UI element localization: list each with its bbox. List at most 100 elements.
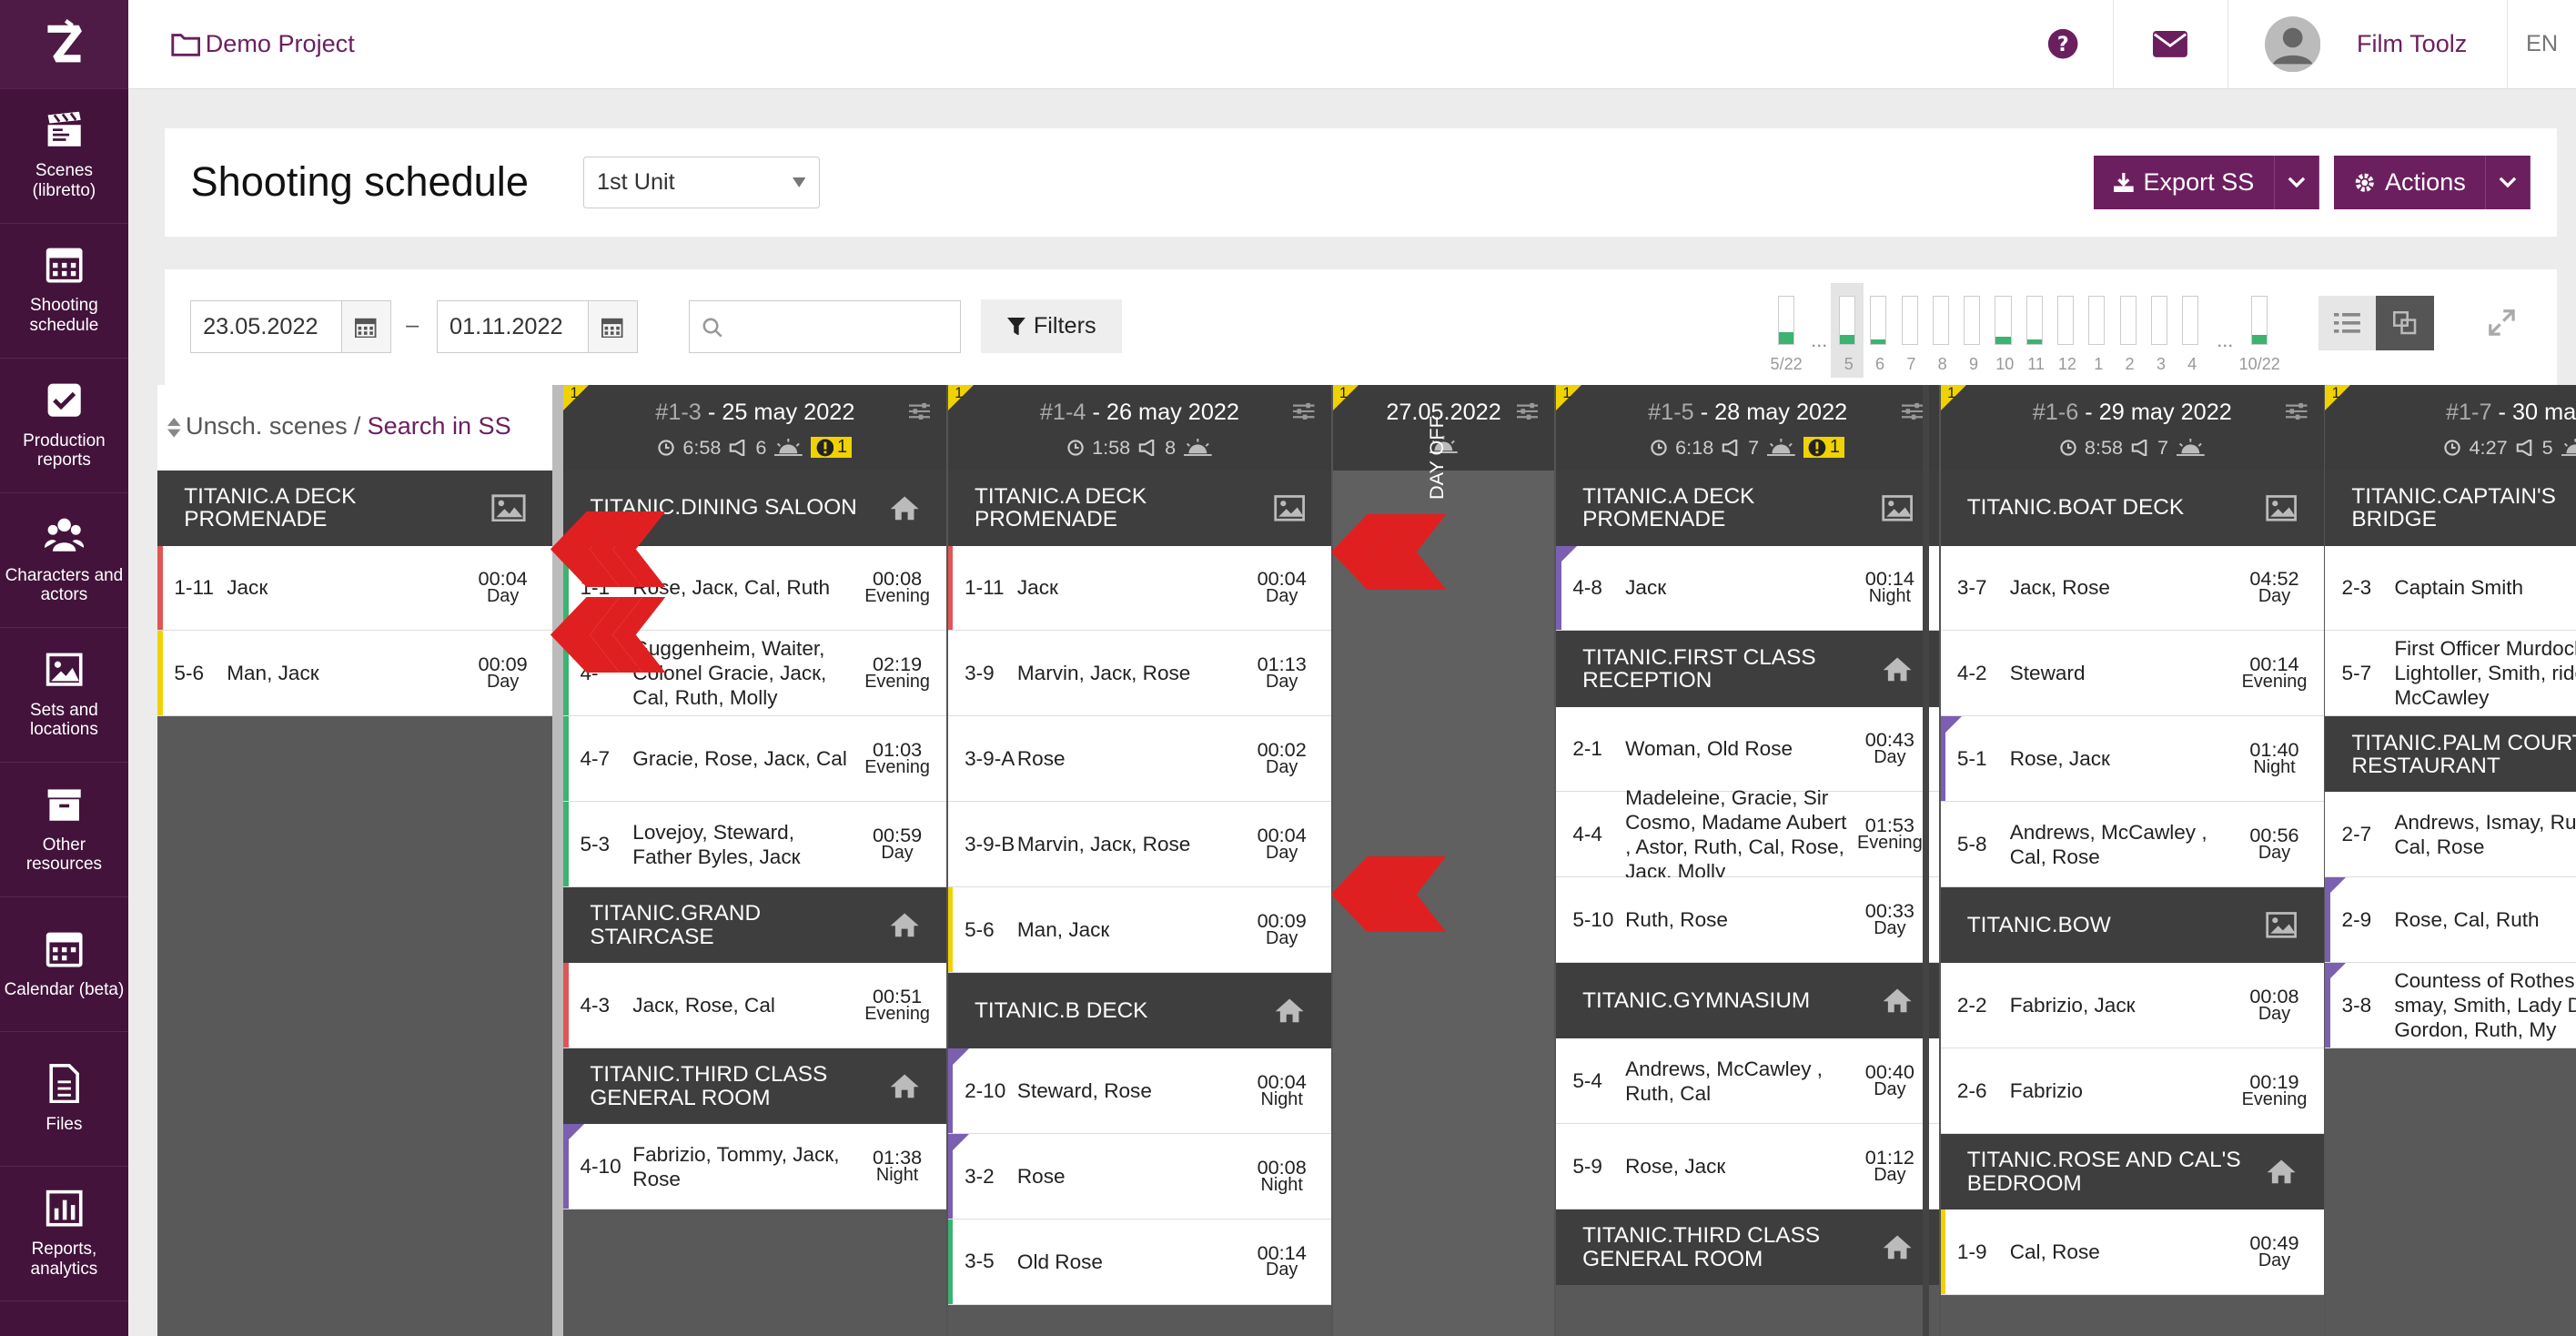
scene-card[interactable]: 5-7 First Officer Murdoch, Lightoller, Sm… (2325, 631, 2576, 717)
app-logo[interactable] (0, 0, 128, 89)
minimap-bar[interactable] (1964, 296, 1981, 346)
set-header[interactable]: TITANIC.BOAT DECK (1940, 470, 2324, 546)
scene-card[interactable]: 2-7 Andrews, Ismay, Ruth, Cal, Rose (2325, 792, 2576, 878)
sliders-icon[interactable] (908, 402, 931, 420)
scene-card[interactable]: 5-1 Rose, Jacк 01:40 Night (1940, 716, 2324, 803)
sliders-icon[interactable] (1293, 402, 1315, 420)
list-view-button[interactable] (2318, 296, 2377, 350)
scene-card[interactable]: 5-6 Man, Jacк 00:09 Day (948, 887, 1331, 974)
sliders-icon[interactable] (2286, 402, 2308, 420)
scene-card[interactable]: 2-2 Fabrizio, Jacк 00:08 Day (1940, 963, 2324, 1049)
actions-dropdown-button[interactable] (2486, 155, 2531, 210)
sidebar-item-bar-chart[interactable]: Reports, analytics (0, 1167, 128, 1302)
unit-select[interactable]: 1st Unit (582, 156, 820, 209)
export-dropdown-button[interactable] (2275, 155, 2319, 210)
user-menu[interactable]: Film Toolz (2227, 0, 2507, 89)
scene-card[interactable]: 2-1 Woman, Old Rose 00:43 Day (1556, 706, 1940, 793)
day-header[interactable]: 1 #1-6 - 29 may 2022 8:58 7 (1940, 384, 2324, 471)
warning-badge[interactable]: 1 (1803, 437, 1845, 459)
minimap-bar[interactable] (1901, 296, 1918, 346)
search-in-ss-link[interactable]: Search in SS (367, 411, 511, 440)
day-header[interactable]: 1 27.05.2022 (1332, 384, 1555, 471)
move-arrow-icon[interactable] (524, 596, 666, 673)
minimap-bar[interactable] (2088, 296, 2106, 346)
scene-card[interactable]: 5-4 Andrews, McCawley , Ruth, Cal 00:40 Day (1556, 1038, 1940, 1125)
scene-card[interactable]: 3-9 Marvin, Jacк, Rose 01:13 Day (948, 631, 1331, 717)
scene-card[interactable]: 1-11 Jacк 00:04 Day (948, 545, 1331, 632)
filters-button[interactable]: Filters (981, 299, 1123, 354)
warning-badge[interactable]: 1 (811, 437, 853, 459)
scene-card[interactable]: 4-7 Gracie, Rose, Jacк, Cal 01:03 Evening (563, 716, 947, 803)
set-header[interactable]: TITANIC.A DECK PROMENADE (157, 470, 552, 546)
scene-card[interactable]: 5-3 Lovejoy, Steward, Father Byles, Jacк 0… (563, 802, 947, 888)
minimap-bar[interactable] (1778, 296, 1795, 346)
scene-card[interactable]: 1-9 Cal, Rose 00:49 Day (1940, 1209, 2324, 1296)
minimap-bar[interactable] (2119, 296, 2137, 346)
project-link[interactable]: Demo Project (171, 29, 355, 58)
fullscreen-button[interactable] (2473, 296, 2531, 350)
scene-card[interactable]: 5-9 Rose, Jacк 01:12 Day (1556, 1124, 1940, 1210)
scene-card[interactable]: 5-8 Andrews, McCawley , Cal, Rose 00:56 Day (1940, 802, 2324, 888)
set-header[interactable]: TITANIC.FIRST CLASS RECEPTION (1556, 631, 1940, 707)
set-header[interactable]: TITANIC.GRAND STAIRCASE (563, 887, 947, 964)
scene-card[interactable]: 4-2 Steward 00:14 Evening (1940, 631, 2324, 717)
scene-card[interactable]: 2-6 Fabrizio 00:19 Evening (1940, 1048, 2324, 1135)
minimap-bar[interactable] (1870, 296, 1887, 346)
sidebar-item-calendar-grid[interactable]: Shooting schedule (0, 224, 128, 359)
scene-card[interactable]: 4- Guggenheim, Waiter, Colonel Gracie, Ja… (563, 631, 947, 717)
set-header[interactable]: TITANIC.THIRD CLASS GENERAL ROOM (563, 1048, 947, 1125)
scene-card[interactable]: 4-10 Fabrizio, Tommy, Jacк, Rose 01:38 Nigh… (563, 1124, 947, 1210)
scene-card[interactable]: 3-9-B Marvin, Jacк, Rose 00:04 Day (948, 802, 1331, 888)
move-arrow-icon[interactable] (1305, 514, 1447, 591)
unscheduled-title[interactable]: Unsch. scenes (186, 411, 348, 440)
set-header[interactable]: TITANIC.BOW (1940, 887, 2324, 964)
sidebar-item-image[interactable]: Sets and locations (0, 628, 128, 763)
set-header[interactable]: TITANIC.THIRD CLASS GENERAL ROOM (1556, 1209, 1940, 1286)
calendar-icon[interactable] (340, 301, 390, 353)
sidebar-item-calendar[interactable]: Calendar (beta) (0, 897, 128, 1033)
language-switch[interactable]: EN (2507, 0, 2576, 89)
set-header[interactable]: TITANIC.A DECK PROMENADE (948, 470, 1331, 546)
set-header[interactable]: TITANIC.B DECK (948, 973, 1331, 1049)
export-ss-button[interactable]: Export SS (2094, 155, 2276, 210)
sliders-icon[interactable] (1516, 402, 1539, 420)
minimap-bar[interactable] (1932, 296, 1949, 346)
day-header[interactable]: 1 #1-4 - 26 may 2022 1:58 8 (948, 384, 1331, 471)
minimap-bar[interactable] (2151, 296, 2168, 346)
minimap-bar[interactable] (1838, 296, 1855, 346)
minimap-bar[interactable] (2251, 296, 2268, 346)
board-view-button[interactable] (2376, 296, 2434, 350)
sort-icon[interactable] (167, 417, 181, 438)
scene-card[interactable]: 3-9-A Rose 00:02 Day (948, 716, 1331, 803)
day-header[interactable]: 1 #1-3 - 25 may 2022 6:58 6 1 (563, 384, 947, 471)
sliders-icon[interactable] (1901, 402, 1924, 420)
scene-card[interactable]: 4-8 Jacк 00:14 Night (1556, 545, 1940, 632)
minimap-bar[interactable] (2025, 296, 2043, 346)
day-header[interactable]: 1 #1-5 - 28 may 2022 6:18 7 1 (1556, 384, 1940, 471)
date-from-field[interactable]: 23.05.2022 (190, 300, 391, 354)
scene-card[interactable]: 3-2 Rose 00:08 Night (948, 1134, 1331, 1220)
minimap-bar[interactable] (2057, 296, 2075, 346)
move-arrow-icon[interactable] (524, 511, 666, 587)
scene-card[interactable]: 4-3 Jacк, Rose, Cal 00:51 Evening (563, 963, 947, 1049)
sidebar-item-checkbox[interactable]: Production reports (0, 359, 128, 493)
scene-card[interactable]: 2-9 Rose, Cal, Ruth (2325, 877, 2576, 964)
scene-card[interactable]: 4-4 Madeleine, Gracie, Sir Cosmo, Madame … (1556, 786, 1940, 883)
scene-card[interactable]: 5-6 Man, Jacк 00:09 Day (157, 631, 552, 717)
messages-button[interactable] (2112, 0, 2227, 89)
minimap-bar[interactable] (2182, 296, 2199, 346)
minimap-bar[interactable] (1995, 296, 2012, 346)
schedule-minimap[interactable]: 5/22 5 6 7 8 9 10 11 12 1 2 3 4 10/22...... (1768, 282, 2298, 379)
scene-card[interactable]: 3-7 Jacк, Rose 04:52 Day (1940, 545, 2324, 632)
actions-button[interactable]: Actions (2334, 155, 2487, 210)
set-header[interactable]: TITANIC.DINING SALOON (563, 470, 947, 546)
sidebar-item-archive-box[interactable]: Other resources (0, 763, 128, 897)
scene-card[interactable]: 2-3 Captain Smith (2325, 545, 2576, 632)
calendar-icon[interactable] (587, 301, 637, 353)
scene-card[interactable]: 2-10 Steward, Rose 00:04 Night (948, 1048, 1331, 1135)
scene-card[interactable]: 5-10 Ruth, Rose 00:33 Day (1556, 877, 1940, 964)
set-header[interactable]: TITANIC.A DECK PROMENADE (1556, 470, 1940, 546)
scene-card[interactable]: 1-11 Jacк 00:04 Day (157, 545, 552, 632)
sidebar-item-file[interactable]: Files (0, 1032, 128, 1168)
sidebar-item-users[interactable]: Characters and actors (0, 493, 128, 628)
